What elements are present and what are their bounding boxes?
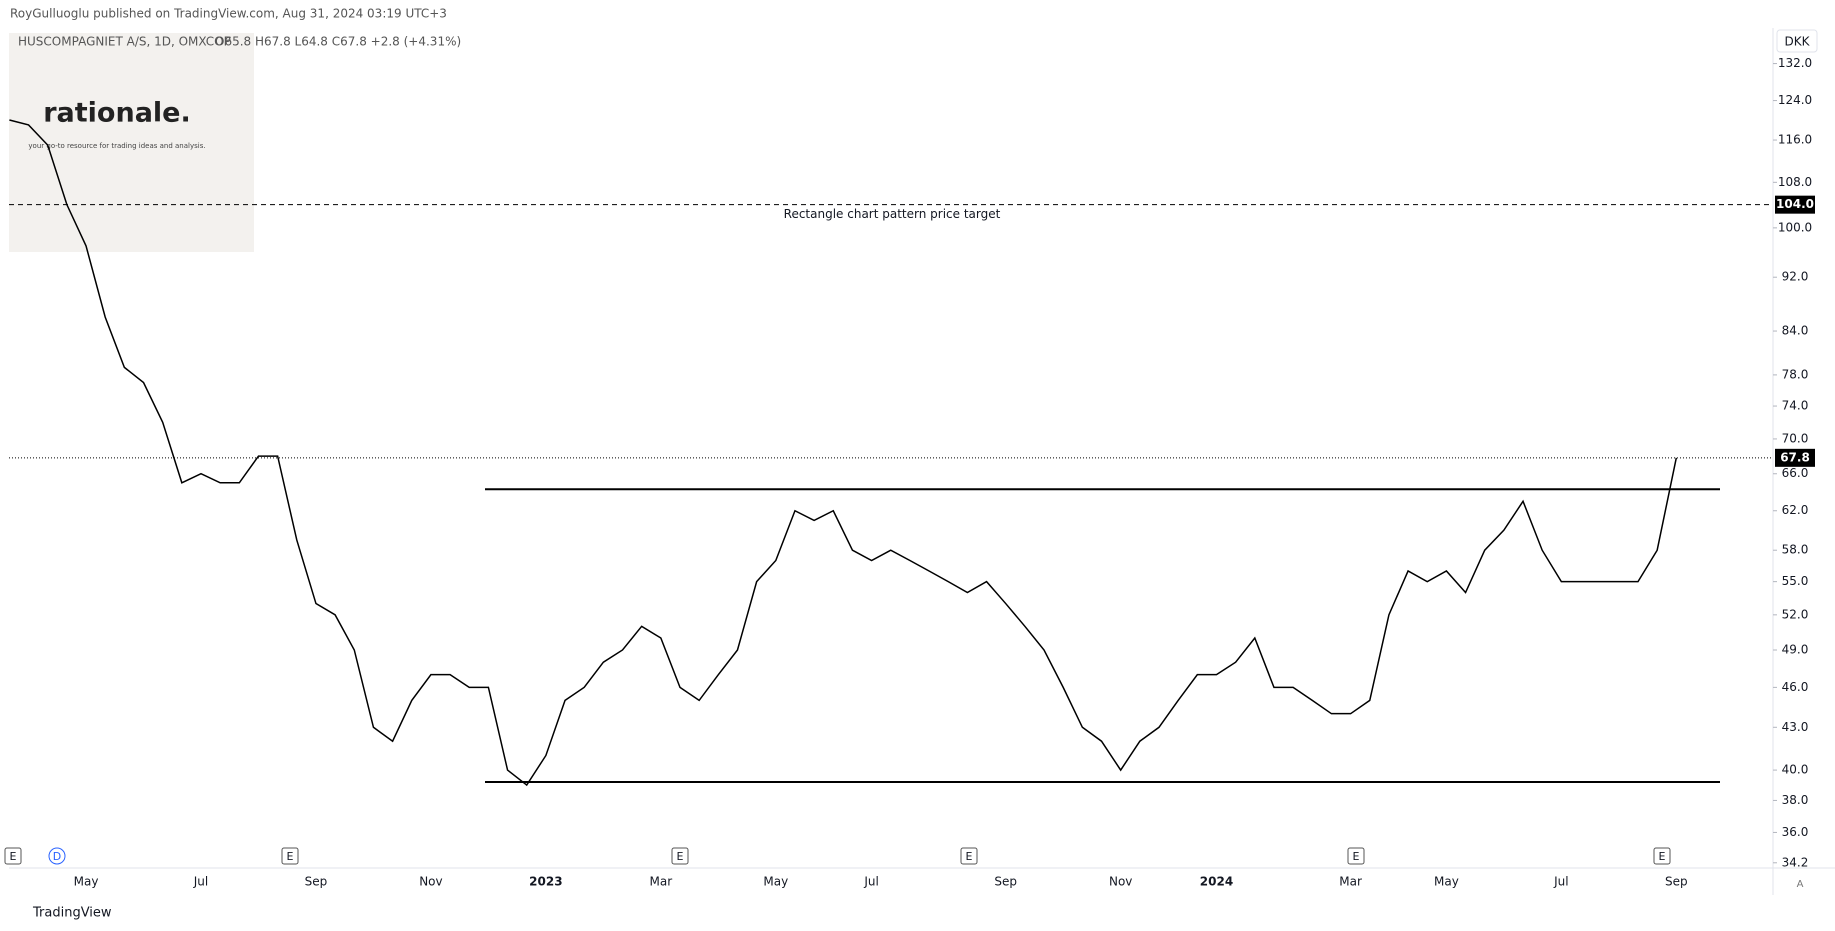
published: RoyGulluoglu published on TradingView.co… [10, 7, 447, 21]
x-tick-label: Jul [1553, 875, 1568, 889]
y-tick-label: 55.0 [1782, 574, 1809, 588]
x-tick-label: 2023 [529, 875, 562, 889]
x-tick-label: May [74, 875, 99, 889]
y-tick-label: 124.0 [1778, 93, 1812, 107]
event-marker [281, 847, 299, 865]
currency: DKK [1785, 35, 1811, 49]
y-tick-label: 108.0 [1778, 175, 1812, 189]
y-tick-label: 92.0 [1782, 270, 1809, 284]
event-label: E [677, 850, 684, 863]
x-tick-label: Nov [1109, 875, 1132, 889]
y-tick-label: 100.0 [1778, 220, 1812, 234]
event-marker [48, 847, 66, 865]
x-tick-label: Nov [419, 875, 442, 889]
last-price-label: 67.8 [1780, 450, 1810, 464]
x-tick-label: Jul [863, 875, 878, 889]
ohlc: O65.8 H67.8 L64.8 C67.8 +2.8 (+4.31%) [215, 35, 461, 49]
event-marker [4, 847, 22, 865]
y-tick-label: 43.0 [1782, 720, 1809, 734]
y-tick-label: 46.0 [1782, 680, 1809, 694]
event-label: D [53, 850, 61, 863]
x-tick-label: Sep [305, 875, 328, 889]
y-tick-label: 74.0 [1782, 399, 1809, 413]
event-label: E [287, 850, 294, 863]
x-tick-label: Jul [193, 875, 208, 889]
y-tick-label: 62.0 [1782, 503, 1809, 517]
event-marker [671, 847, 689, 865]
y-tick-label: 78.0 [1782, 367, 1809, 381]
logo-name: rationale. [43, 98, 191, 129]
y-tick-label: 132.0 [1778, 56, 1812, 70]
y-tick-label: 38.0 [1782, 793, 1809, 807]
event-label: E [1353, 850, 1360, 863]
y-tick-label: 40.0 [1782, 763, 1809, 777]
y-tick-label: 84.0 [1782, 324, 1809, 338]
x-tick-label: Mar [650, 875, 673, 889]
x-tick-label: Mar [1339, 875, 1362, 889]
target-label: 104.0 [1776, 197, 1814, 211]
y-tick-label: 52.0 [1782, 607, 1809, 621]
y-tick-label: 34.2 [1782, 855, 1809, 869]
last-price-badge [1775, 448, 1815, 467]
target-badge [1775, 195, 1815, 214]
currency-button[interactable] [1776, 29, 1818, 53]
plot: 34.2 36.0 38.0 40.0 43.0 46.0 49.0 52.0 55.0 58.0… [4, 56, 1815, 889]
event-label: E [10, 850, 17, 863]
event-label: E [966, 850, 973, 863]
y-tick-label: 58.0 [1782, 543, 1809, 557]
y-tick-label: 116.0 [1778, 133, 1812, 147]
logo-tagline: your go-to resource for trading ideas an… [28, 142, 205, 150]
price-line [9, 119, 1678, 787]
footer-brand: TradingView [32, 906, 112, 921]
y-tick-label: 49.0 [1782, 642, 1809, 656]
y-tick-label: 36.0 [1782, 825, 1809, 839]
event-marker [1653, 847, 1671, 865]
y-tick-label: 66.0 [1782, 466, 1809, 480]
x-tick-label: 2024 [1200, 875, 1233, 889]
logo-box [9, 33, 254, 252]
x-tick-label: May [763, 875, 788, 889]
event-label: E [1659, 850, 1666, 863]
auto-scale[interactable]: A [1797, 879, 1804, 890]
target-text: Rectangle chart pattern price target [784, 207, 1001, 221]
event-marker [960, 847, 978, 865]
x-tick-label: May [1434, 875, 1459, 889]
x-tick-label: Sep [994, 875, 1017, 889]
y-tick-label: 70.0 [1782, 431, 1809, 445]
event-marker [1347, 847, 1365, 865]
symbol: HUSCOMPAGNIET A/S, 1D, OMXCOP [18, 35, 231, 49]
x-tick-label: Sep [1665, 875, 1688, 889]
